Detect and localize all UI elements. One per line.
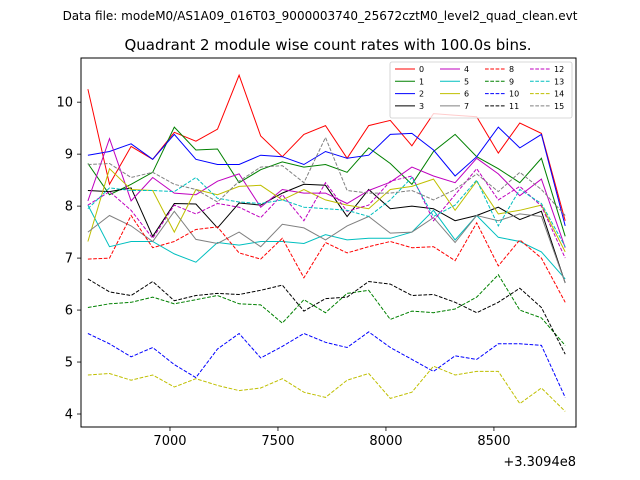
legend-label-9: 9 [509, 77, 514, 86]
legend-label-3: 3 [419, 102, 424, 111]
legend-label-8: 8 [509, 65, 514, 74]
series-line-12 [87, 167, 566, 259]
plot-frame [80, 57, 577, 428]
series-line-11 [87, 278, 566, 355]
legend-label-13: 13 [554, 77, 564, 86]
y-tick-label: 4 [65, 408, 73, 423]
series-line-15 [87, 136, 566, 216]
chart-title: Quadrant 2 module wise count rates with … [124, 36, 531, 54]
legend-label-11: 11 [509, 102, 519, 111]
y-tick-label: 10 [56, 96, 73, 111]
legend-label-7: 7 [464, 102, 469, 111]
legend-label-12: 12 [554, 65, 564, 74]
legend-label-2: 2 [419, 90, 424, 99]
y-tick-label: 5 [65, 356, 73, 371]
legend-label-4: 4 [464, 65, 469, 74]
x-tick-label: 8000 [369, 434, 402, 449]
x-offset-label: +3.3094e8 [503, 455, 576, 470]
series-line-9 [87, 273, 566, 346]
legend-label-14: 14 [554, 90, 564, 99]
legend-label-15: 15 [554, 102, 564, 111]
series-line-7 [87, 210, 566, 284]
plot-area [81, 58, 576, 427]
legend-frame [389, 61, 573, 119]
series-line-2 [87, 126, 566, 227]
legend-label-6: 6 [464, 90, 469, 99]
y-tick-label: 6 [65, 304, 73, 319]
legend-label-10: 10 [509, 90, 519, 99]
y-tick-label: 7 [65, 252, 73, 267]
y-tick-label: 9 [65, 148, 73, 163]
series-layer [87, 73, 566, 412]
series-line-10 [87, 331, 566, 398]
series-line-4 [87, 137, 566, 248]
x-tick-label: 7500 [261, 434, 294, 449]
series-line-5 [87, 204, 566, 280]
legend-label-5: 5 [464, 77, 469, 86]
legend-label-1: 1 [419, 77, 424, 86]
legend-label-0: 0 [419, 65, 424, 74]
y-tick-label: 8 [65, 200, 73, 215]
series-line-14 [87, 365, 566, 412]
chart-suptitle: Data file: modeM0/AS1A09_016T03_90000037… [63, 9, 578, 23]
series-line-8 [87, 214, 566, 303]
axis-layer: 7000 7500 8000 8500 4 5 6 7 8 9 10 [56, 96, 510, 449]
x-tick-label: 8500 [477, 434, 510, 449]
x-tick-label: 7000 [153, 434, 186, 449]
series-line-6 [87, 167, 566, 253]
series-line-13 [87, 176, 566, 247]
series-line-3 [87, 183, 566, 284]
